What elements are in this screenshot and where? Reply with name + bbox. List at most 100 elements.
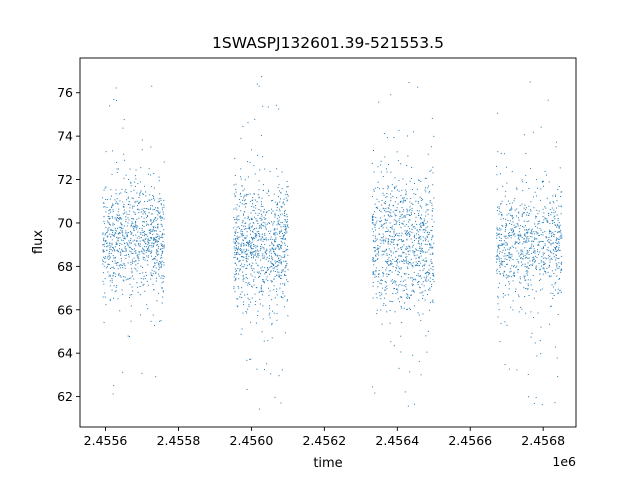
data-point-cluster-2 xyxy=(268,314,270,316)
data-point-cluster-1 xyxy=(156,261,158,263)
data-point-cluster-4 xyxy=(518,231,520,233)
data-point-cluster-2 xyxy=(265,212,267,214)
data-point-cluster-3 xyxy=(385,261,387,263)
data-point-cluster-2 xyxy=(274,228,276,230)
data-point-cluster-4 xyxy=(516,241,518,243)
data-point-cluster-2 xyxy=(241,229,243,231)
data-point-cluster-4 xyxy=(548,215,550,217)
data-point-cluster-2 xyxy=(262,253,264,255)
data-point-cluster-4 xyxy=(509,220,511,222)
data-point-cluster-2 xyxy=(241,256,243,258)
data-point-cluster-2 xyxy=(284,254,286,256)
data-point-cluster-2 xyxy=(255,236,257,238)
data-point-cluster-2 xyxy=(268,195,270,197)
data-point-cluster-1 xyxy=(110,189,112,191)
data-point-cluster-1 xyxy=(147,284,149,286)
data-point-cluster-1 xyxy=(138,258,140,260)
data-point-cluster-4 xyxy=(505,223,507,225)
data-point-cluster-1 xyxy=(157,201,159,203)
data-point-cluster-4 xyxy=(522,212,524,214)
data-point-cluster-2 xyxy=(235,188,237,190)
data-point-cluster-2 xyxy=(265,224,267,226)
data-point-cluster-4 xyxy=(547,99,549,101)
data-point-cluster-2 xyxy=(286,200,288,202)
data-point-cluster-3 xyxy=(403,307,405,309)
data-point-cluster-1 xyxy=(138,245,140,247)
data-point-cluster-1 xyxy=(158,269,160,271)
data-point-cluster-4 xyxy=(530,201,532,203)
data-point-cluster-3 xyxy=(408,232,410,234)
data-point-cluster-2 xyxy=(250,245,252,247)
data-point-cluster-3 xyxy=(377,207,379,209)
data-point-cluster-1 xyxy=(161,253,163,255)
data-point-cluster-1 xyxy=(110,236,112,238)
data-point-cluster-2 xyxy=(286,220,288,222)
data-point-cluster-1 xyxy=(106,236,108,238)
data-point-cluster-4 xyxy=(508,235,510,237)
data-point-cluster-1 xyxy=(129,297,131,299)
data-point-cluster-1 xyxy=(129,247,131,249)
data-point-cluster-2 xyxy=(240,168,242,170)
data-point-cluster-1 xyxy=(104,257,106,259)
data-point-cluster-2 xyxy=(273,221,275,223)
data-point-cluster-4 xyxy=(556,357,558,359)
data-point-cluster-1 xyxy=(131,259,133,261)
data-point-cluster-1 xyxy=(112,275,114,277)
data-point-cluster-2 xyxy=(241,234,243,236)
data-point-cluster-3 xyxy=(418,239,420,241)
data-point-cluster-3 xyxy=(380,211,382,213)
data-point-cluster-3 xyxy=(403,244,405,246)
data-point-cluster-4 xyxy=(541,248,543,250)
data-point-cluster-4 xyxy=(500,152,502,154)
data-point-cluster-1 xyxy=(154,258,156,260)
data-point-cluster-3 xyxy=(416,265,418,267)
data-point-cluster-2 xyxy=(240,245,242,247)
y-tick-label: 74 xyxy=(57,129,73,144)
data-point-cluster-2 xyxy=(254,118,256,120)
data-point-cluster-3 xyxy=(392,238,394,240)
data-point-cluster-3 xyxy=(418,237,420,239)
data-point-cluster-2 xyxy=(239,193,241,195)
data-point-cluster-4 xyxy=(540,126,542,128)
data-point-cluster-2 xyxy=(283,204,285,206)
data-point-cluster-4 xyxy=(531,236,533,238)
data-point-cluster-2 xyxy=(244,253,246,255)
data-point-cluster-2 xyxy=(242,243,244,245)
data-point-cluster-4 xyxy=(544,245,546,247)
data-point-cluster-1 xyxy=(156,259,158,261)
data-point-cluster-3 xyxy=(393,236,395,238)
data-point-cluster-4 xyxy=(526,272,528,274)
data-point-cluster-3 xyxy=(408,273,410,275)
data-point-cluster-3 xyxy=(433,221,435,223)
data-point-cluster-3 xyxy=(408,262,410,264)
data-point-cluster-1 xyxy=(122,267,124,269)
data-point-cluster-2 xyxy=(271,337,273,339)
data-point-cluster-1 xyxy=(153,218,155,220)
data-point-cluster-3 xyxy=(375,267,377,269)
data-point-cluster-3 xyxy=(420,238,422,240)
data-point-cluster-1 xyxy=(107,199,109,201)
data-point-cluster-2 xyxy=(271,255,273,257)
data-point-cluster-3 xyxy=(407,405,409,407)
data-point-cluster-1 xyxy=(162,296,164,298)
data-point-cluster-3 xyxy=(421,247,423,249)
data-point-cluster-1 xyxy=(115,189,117,191)
data-point-cluster-4 xyxy=(537,243,539,245)
data-point-cluster-3 xyxy=(409,234,411,236)
data-point-cluster-3 xyxy=(414,403,415,405)
data-point-cluster-3 xyxy=(386,254,388,256)
data-point-cluster-3 xyxy=(371,162,373,164)
data-point-cluster-1 xyxy=(125,174,127,176)
data-point-cluster-2 xyxy=(253,165,255,167)
data-point-cluster-4 xyxy=(511,245,513,247)
data-point-cluster-4 xyxy=(504,321,506,323)
data-point-cluster-3 xyxy=(390,255,392,257)
data-point-cluster-4 xyxy=(556,214,558,216)
data-point-cluster-2 xyxy=(242,278,244,280)
data-point-cluster-3 xyxy=(408,236,410,238)
data-point-cluster-1 xyxy=(146,223,148,225)
data-point-cluster-1 xyxy=(127,245,129,247)
data-point-cluster-4 xyxy=(529,209,531,211)
data-point-cluster-3 xyxy=(410,213,412,215)
data-point-cluster-2 xyxy=(244,217,246,219)
